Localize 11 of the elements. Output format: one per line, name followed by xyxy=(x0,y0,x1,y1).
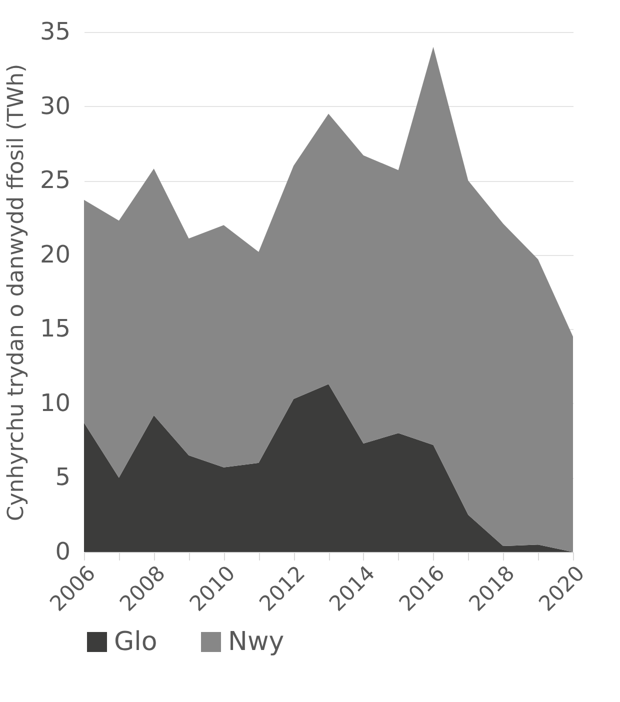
y-tick-label: 5 xyxy=(55,463,70,492)
y-tick-label: 10 xyxy=(40,388,70,417)
y-tick-label: 25 xyxy=(40,166,70,194)
legend-label: Glo xyxy=(114,627,158,657)
y-tick-label: 35 xyxy=(40,18,70,46)
y-tick-label: 20 xyxy=(40,240,70,268)
y-tick-label: 0 xyxy=(55,538,70,566)
y-axis-title: Cynhyrchu trydan o danwydd ffosil (TWh) xyxy=(4,64,29,522)
y-tick-label: 15 xyxy=(40,314,70,343)
y-tick-label: 30 xyxy=(40,92,70,120)
legend-label: Nwy xyxy=(228,627,284,657)
